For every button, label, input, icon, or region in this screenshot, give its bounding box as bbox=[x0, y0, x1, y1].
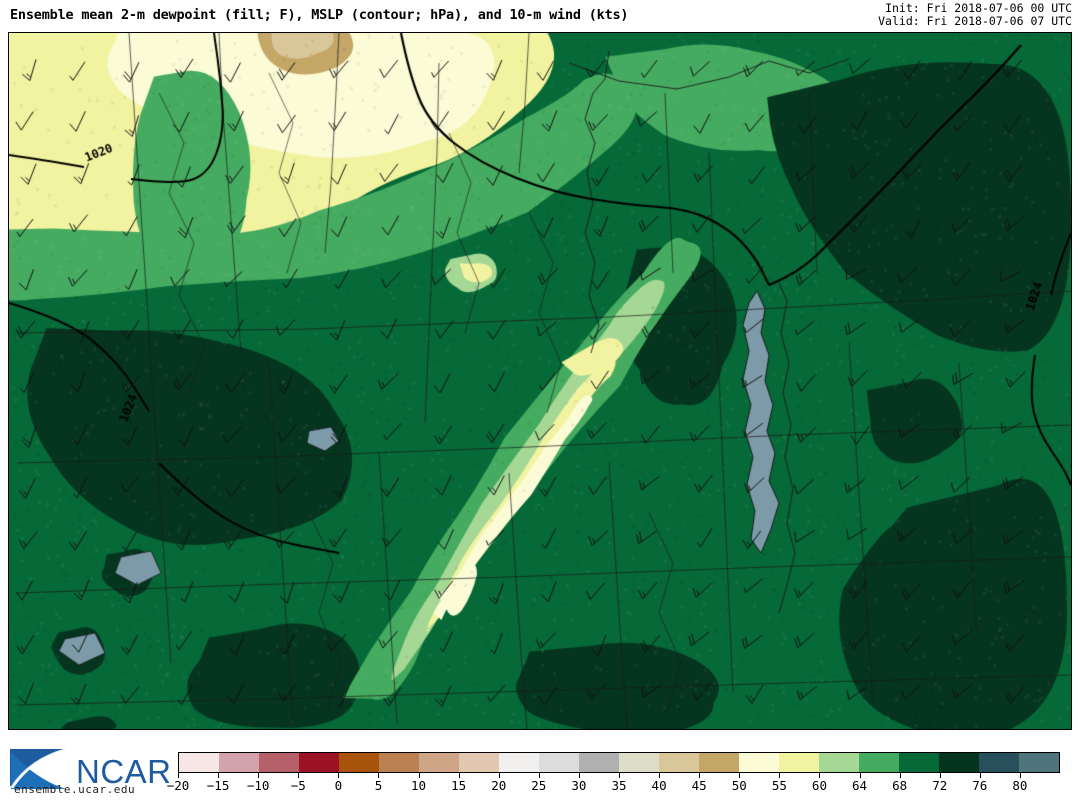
colorbar-tick bbox=[258, 773, 260, 778]
colorbar-tick bbox=[538, 773, 540, 778]
colorbar-tick-label: 80 bbox=[1012, 778, 1028, 793]
colorbar-tick-label: 40 bbox=[651, 778, 667, 793]
colorbar-tick bbox=[899, 773, 901, 778]
colorbar-segment bbox=[779, 753, 819, 772]
colorbar-tick bbox=[578, 773, 580, 778]
colorbar-segment bbox=[219, 753, 259, 772]
ncar-logo: NCAR bbox=[10, 747, 171, 790]
colorbar-segment bbox=[459, 753, 499, 772]
colorbar-tick bbox=[298, 773, 300, 778]
colorbar-tick bbox=[939, 773, 941, 778]
colorbar-tick bbox=[498, 773, 500, 778]
map-panel[interactable] bbox=[8, 32, 1072, 730]
colorbar-tick-label: 76 bbox=[972, 778, 988, 793]
colorbar-segment bbox=[499, 753, 539, 772]
colorbar-segment bbox=[659, 753, 699, 772]
colorbar-tick bbox=[819, 773, 821, 778]
colorbar-tick-label: 30 bbox=[571, 778, 587, 793]
colorbar-segment bbox=[699, 753, 739, 772]
ncar-url-label[interactable]: ensemble.ucar.edu bbox=[14, 783, 136, 796]
init-time-label: Init: Fri 2018-07-06 00 UTC bbox=[885, 1, 1072, 15]
colorbar-tick-label: 20 bbox=[491, 778, 507, 793]
colorbar-segment bbox=[819, 753, 859, 772]
colorbar-tick bbox=[418, 773, 420, 778]
colorbar-tick-label: 15 bbox=[451, 778, 467, 793]
colorbar-tick-label: 60 bbox=[811, 778, 827, 793]
colorbar-tick-label: −10 bbox=[246, 778, 270, 793]
colorbar-gradient[interactable] bbox=[178, 752, 1060, 773]
colorbar-segment bbox=[339, 753, 379, 772]
colorbar-tick-label: 25 bbox=[531, 778, 547, 793]
colorbar-segment bbox=[579, 753, 619, 772]
colorbar-tick-label: 50 bbox=[731, 778, 747, 793]
page-title: Ensemble mean 2-m dewpoint (fill; F), MS… bbox=[10, 7, 629, 23]
colorbar-segment bbox=[859, 753, 899, 772]
colorbar-tick-label: 35 bbox=[611, 778, 627, 793]
colorbar-segment bbox=[739, 753, 779, 772]
colorbar-segment bbox=[619, 753, 659, 772]
colorbar-segment bbox=[1019, 753, 1059, 772]
colorbar-tick-label: 5 bbox=[374, 778, 383, 793]
colorbar-tick-labels: −20 −15 −10 −5 0 5 10 15 20 25 30 35 40 45 50 55 60 64 68 7… bbox=[167, 778, 1060, 796]
forecast-times: Init: Fri 2018-07-06 00 UTC Valid: Fri 2… bbox=[878, 2, 1072, 28]
colorbar-segment bbox=[259, 753, 299, 772]
colorbar-tick bbox=[979, 773, 981, 778]
colorbar-tick bbox=[779, 773, 781, 778]
colorbar-tick-label: 10 bbox=[411, 778, 427, 793]
colorbar-tick-label: 68 bbox=[892, 778, 908, 793]
colorbar-tick bbox=[859, 773, 861, 778]
colorbar-tick-label: 0 bbox=[334, 778, 343, 793]
colorbar-segment bbox=[299, 753, 339, 772]
colorbar-segment bbox=[379, 753, 419, 772]
colorbar-tick-label: −20 bbox=[166, 778, 190, 793]
colorbar-tick bbox=[178, 773, 179, 778]
colorbar-segment bbox=[939, 753, 979, 772]
colorbar-tick bbox=[1019, 773, 1021, 778]
colorbar-tick bbox=[458, 773, 460, 778]
colorbar-segment bbox=[179, 753, 219, 772]
colorbar-tick-label: −5 bbox=[290, 778, 306, 793]
valid-time-label: Valid: Fri 2018-07-06 07 UTC bbox=[878, 14, 1072, 28]
colorbar-segment bbox=[979, 753, 1019, 772]
colorbar-tick bbox=[699, 773, 701, 778]
svg-text:NCAR: NCAR bbox=[76, 753, 171, 790]
colorbar-tick-label: 64 bbox=[852, 778, 868, 793]
colorbar-tick-label: 45 bbox=[691, 778, 707, 793]
colorbar-tick bbox=[378, 773, 380, 778]
colorbar[interactable]: −20 −15 −10 −5 0 5 10 15 20 25 30 35 40 45 50 55 60 64 68 7… bbox=[167, 752, 1060, 796]
colorbar-segment bbox=[539, 753, 579, 772]
map-canvas[interactable] bbox=[9, 33, 1071, 729]
footer: NCAR ensemble.ucar.edu −20 −15 −10 −5 0 5 10 15… bbox=[0, 735, 1080, 800]
colorbar-segment bbox=[419, 753, 459, 772]
colorbar-tick bbox=[659, 773, 661, 778]
colorbar-segment bbox=[899, 753, 939, 772]
colorbar-tick-label: 55 bbox=[771, 778, 787, 793]
colorbar-tick bbox=[619, 773, 620, 778]
colorbar-tick bbox=[739, 773, 741, 778]
colorbar-tick bbox=[218, 773, 220, 778]
colorbar-ticks bbox=[178, 773, 1060, 779]
colorbar-tick-label: 72 bbox=[932, 778, 948, 793]
colorbar-tick-label: −15 bbox=[206, 778, 230, 793]
colorbar-tick bbox=[338, 773, 340, 778]
